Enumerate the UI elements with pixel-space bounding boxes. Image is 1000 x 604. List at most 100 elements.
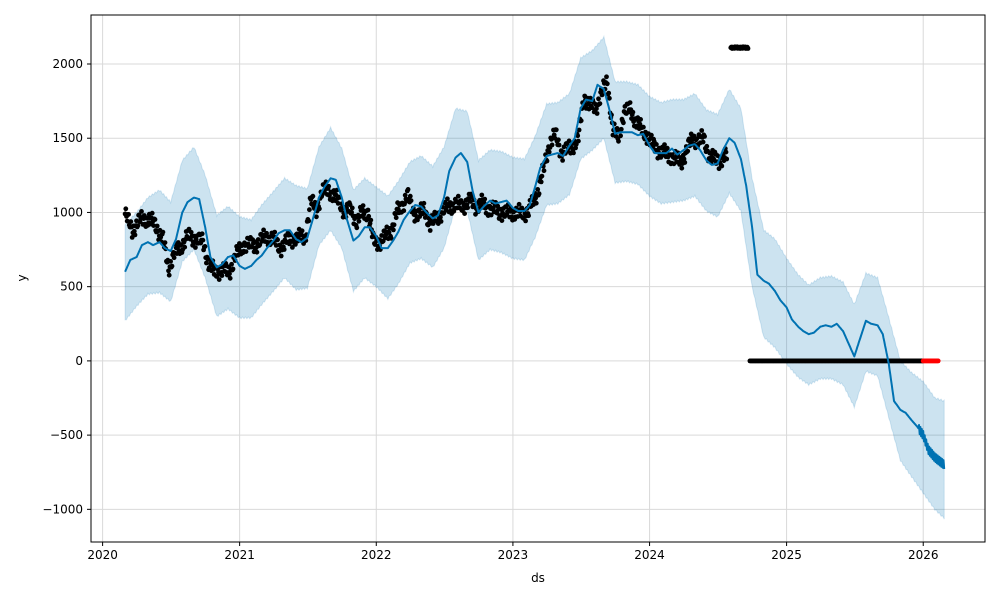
x-tick-label: 2023 xyxy=(498,548,529,562)
y-axis-label: y xyxy=(15,274,29,281)
observed-point xyxy=(597,101,603,106)
observed-point xyxy=(421,200,427,206)
observed-point xyxy=(638,117,643,122)
observed-point xyxy=(604,74,609,80)
observed-point xyxy=(135,223,141,229)
future-point xyxy=(935,358,941,364)
observed-point xyxy=(160,229,166,235)
observed-point xyxy=(571,150,576,156)
observed-point xyxy=(553,127,559,133)
observed-point xyxy=(386,230,392,236)
observed-point xyxy=(575,133,581,139)
observed-point xyxy=(438,219,444,224)
observed-point xyxy=(556,142,562,148)
observed-point xyxy=(275,237,280,243)
observed-point xyxy=(526,213,531,219)
observed-point xyxy=(549,142,555,148)
observed-point xyxy=(621,120,626,126)
observed-point xyxy=(151,223,157,229)
x-tick-label: 2024 xyxy=(634,548,665,562)
observed-point xyxy=(445,196,450,202)
observed-point xyxy=(719,163,725,169)
observed-point xyxy=(139,209,144,214)
observed-point xyxy=(455,193,461,199)
observed-point xyxy=(299,228,305,234)
observed-point xyxy=(182,244,188,250)
grid-layer xyxy=(91,15,985,542)
observed-point xyxy=(413,212,418,218)
observed-point xyxy=(199,231,205,237)
x-tick-label: 2021 xyxy=(224,548,255,562)
observed-point xyxy=(128,219,134,225)
observed-point xyxy=(255,237,261,242)
observed-point xyxy=(123,206,129,212)
observed-point xyxy=(281,247,287,252)
x-axis-label: ds xyxy=(531,571,545,585)
observed-point xyxy=(637,121,643,127)
observed-point xyxy=(573,145,578,151)
observed-point xyxy=(538,179,544,185)
observed-point xyxy=(193,245,198,250)
observed-point xyxy=(227,271,232,277)
observed-points-layer xyxy=(122,44,941,364)
observed-point xyxy=(188,229,194,235)
observed-point xyxy=(368,217,374,223)
observed-point xyxy=(307,207,312,213)
observed-point xyxy=(349,209,354,215)
observed-point xyxy=(544,158,550,164)
observed-point xyxy=(354,225,360,231)
observed-point xyxy=(272,229,278,235)
observed-point xyxy=(679,165,685,171)
observed-point xyxy=(166,268,171,274)
observed-point xyxy=(126,212,131,217)
observed-point xyxy=(327,193,332,199)
observed-point xyxy=(627,100,633,105)
observed-point xyxy=(491,205,496,211)
observed-point xyxy=(335,201,341,206)
observed-point xyxy=(261,227,266,233)
x-tick-label: 2020 xyxy=(87,548,118,562)
forecast-line xyxy=(124,83,946,470)
x-tick-label: 2022 xyxy=(361,548,392,562)
observed-point xyxy=(169,263,175,269)
observed-point xyxy=(536,191,542,197)
observed-point xyxy=(607,95,612,101)
observed-point xyxy=(630,109,636,115)
observed-point xyxy=(310,193,316,199)
observed-point xyxy=(227,275,233,281)
observed-point xyxy=(204,260,209,266)
observed-point xyxy=(482,196,488,202)
y-tick-label: −1000 xyxy=(42,502,83,516)
observed-point xyxy=(604,81,610,87)
observed-point xyxy=(202,244,208,249)
y-tick-label: 0 xyxy=(75,354,83,368)
observed-point xyxy=(317,206,322,212)
tick-layer: 2020 2021 2022 2023 2024 2025 2026 2000 1500 1000… xyxy=(42,57,938,562)
observed-point xyxy=(124,218,130,224)
observed-point xyxy=(616,138,621,144)
observed-point xyxy=(541,168,547,174)
observed-point xyxy=(278,253,284,259)
observed-point xyxy=(682,160,688,165)
observed-point xyxy=(576,138,581,144)
observed-point xyxy=(402,192,408,198)
observed-point xyxy=(516,201,522,207)
observed-point xyxy=(535,187,541,192)
plot-frame xyxy=(90,14,986,543)
observed-point xyxy=(200,237,206,243)
observed-point xyxy=(664,145,670,151)
observed-point xyxy=(356,218,362,224)
forecast-line-layer xyxy=(124,83,946,470)
observed-point xyxy=(499,218,505,224)
observed-point xyxy=(479,192,485,198)
observed-point xyxy=(594,111,600,116)
observed-point xyxy=(391,222,397,228)
observed-point xyxy=(168,259,174,264)
observed-point xyxy=(149,210,155,216)
observed-point xyxy=(556,137,561,143)
observed-point xyxy=(488,212,494,218)
observed-point xyxy=(360,203,366,209)
y-tick-label: 1000 xyxy=(52,205,83,219)
